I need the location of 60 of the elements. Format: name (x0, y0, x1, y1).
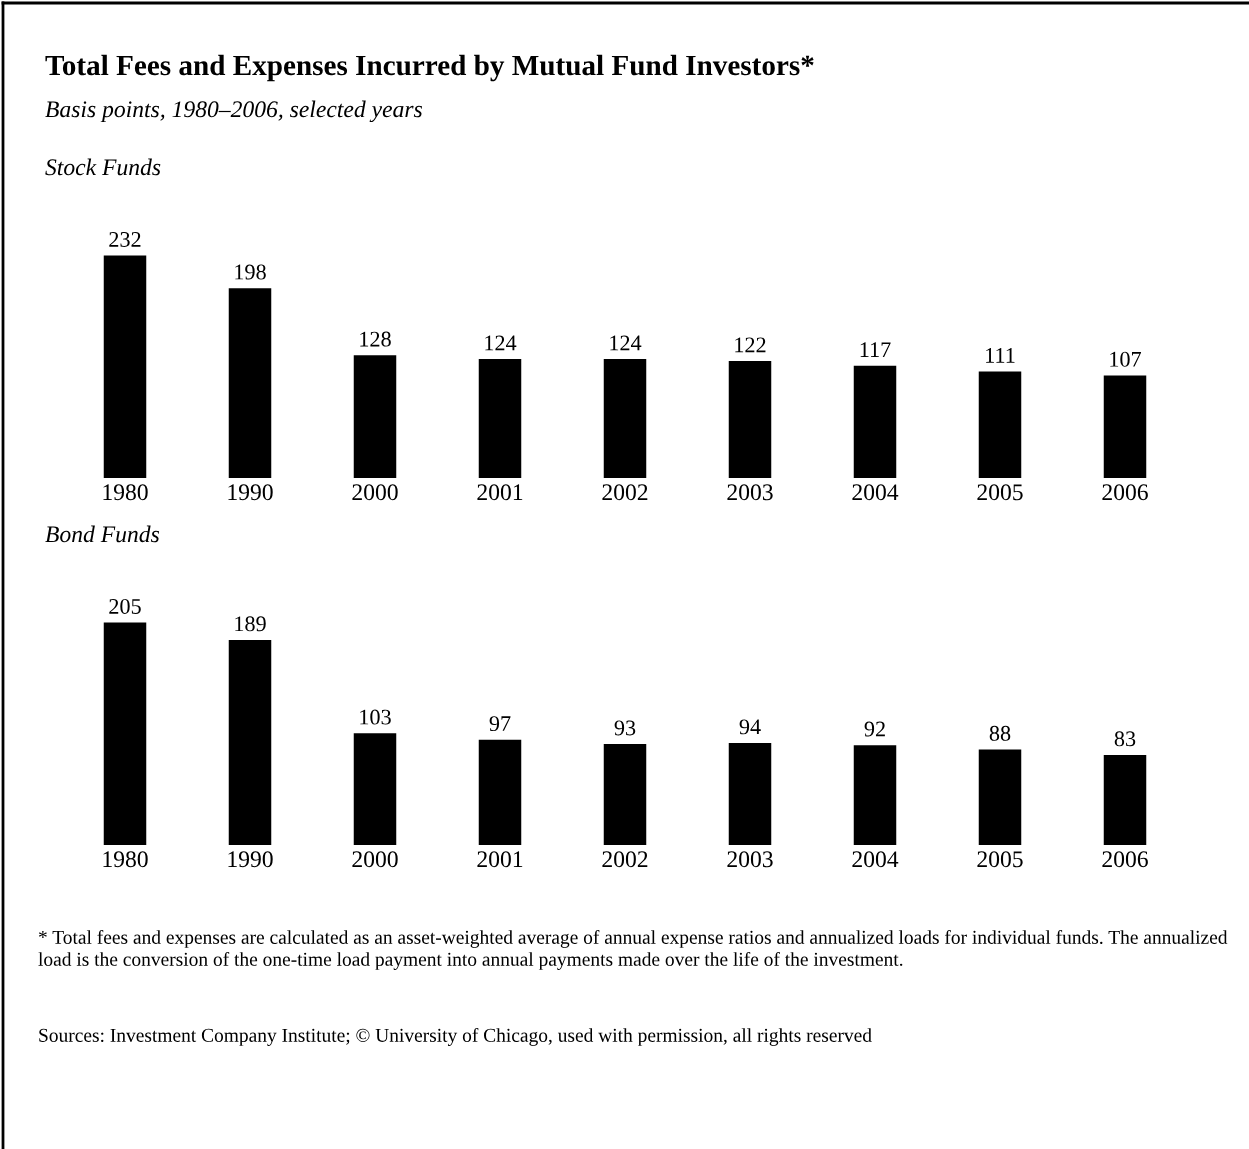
text: * Total fees and expenses are calculated as an asset-weighted average of annual expense ratios and annualized loads for individual funds. The annualized load is the conversion of the one-time load payment into annual payments made over the life of the investment. (38, 930, 1228, 970)
bar (1103, 754, 1147, 845)
data-label: 198 (235, 264, 266, 280)
bar (103, 622, 147, 845)
x-tick-label: 2005 (977, 484, 1023, 501)
bar (978, 749, 1022, 845)
x-tick-label: 2005 (977, 851, 1023, 868)
bar (353, 733, 397, 845)
chart-title: Stock Funds (45, 158, 161, 176)
source-note: Sources: Investment Company Institute; © University of Chicago, used with permission, all rights reserved (39, 1028, 872, 1046)
bar (1103, 375, 1147, 478)
data-label: 88 (989, 725, 1011, 741)
data-label: 94 (739, 719, 761, 735)
x-tick-label: 1990 (228, 851, 273, 868)
data-label: 92 (864, 721, 885, 737)
bar (478, 739, 522, 845)
bar (228, 288, 272, 478)
x-tick-label: 2003 (727, 484, 773, 501)
data-label: 205 (109, 598, 141, 614)
x-tick-label: 2001 (477, 851, 523, 868)
x-tick-label: 2004 (852, 851, 899, 868)
data-label: 189 (235, 616, 266, 632)
bar (478, 359, 522, 478)
bar (978, 371, 1022, 478)
bar (853, 365, 897, 478)
data-label: 97 (489, 716, 511, 732)
data-label: 117 (860, 342, 891, 357)
data-label: 124 (610, 335, 642, 351)
bar (353, 355, 397, 478)
x-tick-label: 2003 (727, 851, 773, 868)
x-tick-label: 1980 (103, 484, 148, 501)
x-tick-label: 2000 (352, 484, 398, 501)
text: Basis points, 1980–2006, selected years (45, 100, 423, 123)
data-label: 111 (986, 348, 1015, 363)
x-tick-label: 2004 (852, 484, 899, 501)
data-label: 83 (1114, 731, 1136, 747)
x-tick-label: 1980 (103, 851, 148, 868)
bar (853, 745, 897, 845)
bar (103, 255, 147, 478)
bar (603, 744, 647, 845)
x-tick-label: 2001 (477, 484, 523, 501)
bar (228, 639, 272, 845)
text: Total Fees and Expenses Incurred by Mutual Fund Investors* (45, 54, 814, 82)
data-label: 103 (360, 709, 391, 725)
data-label: 107 (1110, 351, 1142, 367)
data-label: 128 (360, 331, 391, 347)
bar (728, 743, 772, 845)
x-tick-label: 2006 (1102, 484, 1148, 501)
data-label: 93 (614, 720, 636, 736)
x-tick-label: 2006 (1102, 851, 1148, 868)
data-label: 232 (109, 231, 141, 247)
chart-title: Bond Funds (45, 525, 160, 543)
data-label: 122 (735, 337, 766, 353)
x-tick-label: 2000 (352, 851, 398, 868)
x-tick-label: 2002 (602, 484, 648, 501)
data-label: 124 (485, 335, 517, 351)
x-tick-label: 2002 (602, 851, 648, 868)
bar (728, 361, 772, 478)
x-tick-label: 1990 (228, 484, 273, 501)
bar (603, 359, 647, 478)
